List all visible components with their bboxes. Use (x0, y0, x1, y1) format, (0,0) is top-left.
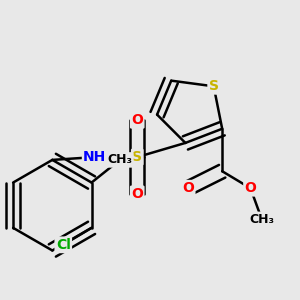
Text: O: O (131, 187, 143, 201)
Text: O: O (131, 113, 143, 127)
Text: S: S (132, 150, 142, 164)
Text: CH₃: CH₃ (107, 153, 132, 167)
Text: S: S (209, 79, 219, 93)
Text: Cl: Cl (56, 238, 71, 252)
Text: CH₃: CH₃ (249, 213, 274, 226)
Text: O: O (182, 181, 194, 195)
Text: NH: NH (83, 150, 106, 164)
Text: O: O (244, 181, 256, 195)
